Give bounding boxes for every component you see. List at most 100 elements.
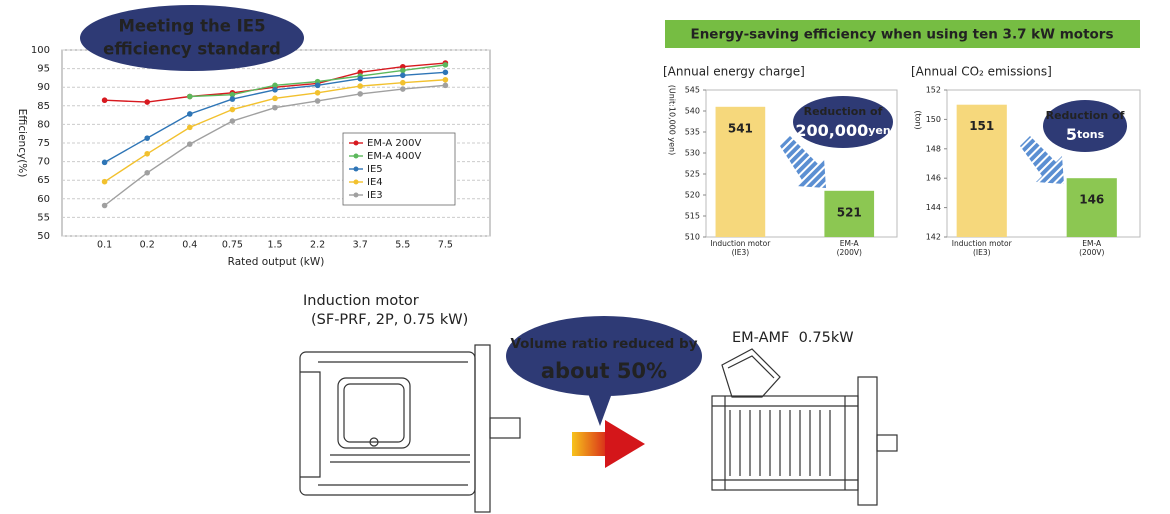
data-point — [101, 202, 108, 209]
y-tick-label: 545 — [685, 86, 700, 95]
x-tick-label: 0.75 — [222, 240, 243, 251]
y-tick-label: 144 — [926, 203, 941, 212]
x-axis-label: Rated output (kW) — [228, 256, 325, 268]
bar — [956, 104, 1007, 237]
x-tick-label: 0.1 — [97, 240, 112, 251]
data-point — [101, 178, 108, 185]
y-axis-label: Efficiency(%) — [16, 109, 28, 178]
em-amf-motor-drawing — [711, 348, 898, 506]
data-point — [229, 91, 236, 98]
y-tick-label: 80 — [37, 119, 50, 130]
data-point — [357, 83, 364, 89]
bar — [824, 190, 875, 237]
data-point — [314, 98, 321, 104]
y-axis-label: (Unit:10,000 yen) — [668, 85, 677, 155]
data-point — [400, 72, 406, 79]
callout-bubble — [80, 5, 304, 71]
x-tick-label: EM-A — [1082, 239, 1102, 248]
reduction-arrow — [572, 420, 645, 468]
legend-swatch-dot — [353, 179, 359, 185]
x-tick-label: (200V) — [1079, 248, 1104, 257]
data-point — [144, 169, 150, 176]
data-point — [272, 104, 278, 111]
y-tick-label: 60 — [37, 194, 50, 205]
y-tick-label: 100 — [31, 45, 50, 56]
plot-frame — [946, 89, 1141, 238]
data-point — [272, 87, 278, 93]
banner — [665, 20, 1140, 48]
chart-title: [Annual CO₂ emissions] — [911, 65, 1052, 79]
bar — [1066, 178, 1117, 237]
legend-label: IE4 — [367, 177, 383, 188]
data-point — [144, 150, 150, 157]
data-point — [442, 62, 449, 68]
legend-swatch-dot — [353, 140, 359, 146]
y-tick-label: 95 — [37, 64, 50, 75]
legend-swatch-dot — [353, 166, 359, 172]
y-tick-label: 75 — [37, 138, 50, 149]
x-tick-label: 7.5 — [438, 240, 453, 251]
data-label: 541 — [728, 121, 753, 135]
x-tick-label: EM-A — [840, 239, 860, 248]
y-tick-label: 55 — [37, 212, 50, 223]
y-tick-label: 90 — [37, 82, 50, 93]
x-tick-label: 1.5 — [267, 240, 282, 251]
y-tick-label: 50 — [37, 231, 50, 242]
x-tick-label: 3.7 — [353, 240, 368, 251]
y-tick-label: 65 — [37, 175, 50, 186]
data-label: 146 — [1079, 193, 1104, 207]
y-tick-label: 152 — [926, 86, 941, 95]
x-tick-label: 0.4 — [182, 240, 197, 251]
callout-text: efficiency standard — [103, 40, 281, 59]
data-point — [229, 118, 236, 124]
callout-value: 200,000yen — [795, 121, 890, 140]
x-tick-label: (IE3) — [732, 248, 750, 257]
callout-text: about 50% — [541, 359, 667, 383]
y-tick-label: 530 — [685, 149, 700, 158]
chart-title: [Annual energy charge] — [663, 65, 805, 79]
callout-unit: tons — [1077, 128, 1105, 141]
motor-label: EM-AMF 0.75kW — [732, 330, 854, 346]
callout-text: Volume ratio reduced by — [510, 336, 697, 352]
data-point — [442, 82, 449, 89]
data-label: 521 — [837, 205, 862, 219]
data-point — [442, 76, 449, 83]
data-point — [400, 79, 406, 86]
data-point — [314, 89, 321, 96]
induction-motor-drawing — [299, 344, 521, 513]
data-point — [400, 86, 406, 92]
y-tick-label: 150 — [926, 115, 941, 124]
x-tick-label: (200V) — [837, 248, 862, 257]
y-tick-label: 520 — [685, 191, 700, 200]
data-point — [229, 96, 236, 102]
y-axis-label: (ton) — [914, 110, 923, 129]
callout-value: 5tons — [1066, 125, 1105, 144]
legend-label: EM-A 200V — [367, 138, 421, 149]
x-tick-label: Induction motor — [952, 239, 1013, 248]
y-tick-label: 70 — [37, 157, 50, 168]
motor-label: Induction motor — [303, 293, 419, 309]
plot-frame — [705, 89, 898, 238]
data-point — [442, 69, 449, 76]
legend-label: IE3 — [367, 190, 383, 201]
y-tick-label: 515 — [685, 212, 700, 221]
data-point — [357, 75, 364, 82]
y-tick-label: 148 — [926, 144, 941, 153]
y-tick-label: 146 — [926, 174, 941, 183]
data-point — [357, 91, 364, 97]
x-tick-label: 5.5 — [395, 240, 410, 251]
data-point — [187, 93, 193, 100]
data-point — [229, 106, 236, 113]
x-tick-label: Induction motor — [710, 239, 771, 248]
data-point — [101, 159, 108, 166]
legend-swatch-dot — [353, 153, 359, 159]
x-tick-label: 0.2 — [140, 240, 155, 251]
data-point — [314, 82, 321, 89]
banner-text: Energy-saving efficiency when using ten … — [690, 27, 1113, 43]
data-point — [400, 67, 406, 74]
legend-label: EM-A 400V — [367, 151, 421, 162]
data-point — [187, 124, 193, 131]
data-point — [101, 97, 108, 104]
data-point — [187, 111, 193, 117]
